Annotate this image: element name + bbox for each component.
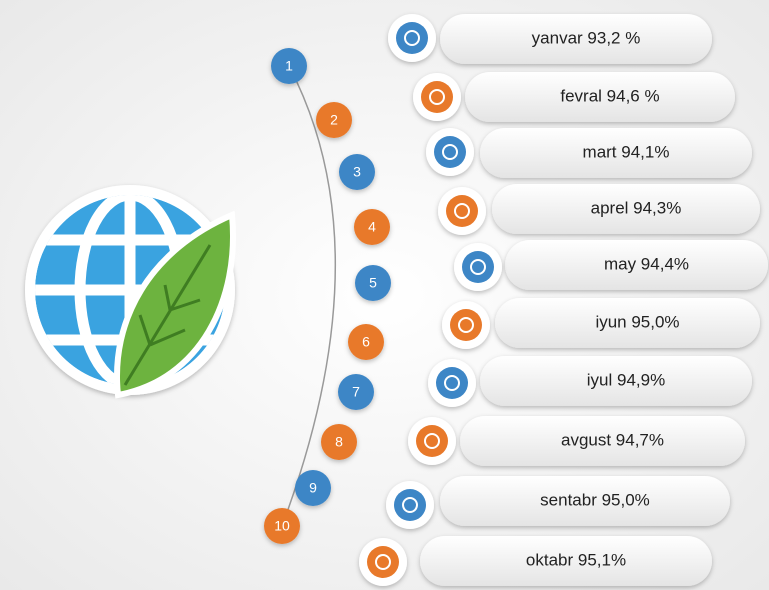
number-dot <box>321 424 357 460</box>
item-label: aprel 94,3% <box>591 198 682 217</box>
icon-glyph <box>470 259 486 275</box>
item-label: oktabr 95,1% <box>526 550 626 569</box>
number: 10 <box>274 518 290 534</box>
label-pill <box>440 14 712 64</box>
number-dot <box>338 374 374 410</box>
icon <box>421 81 453 113</box>
number: 4 <box>368 219 376 235</box>
globe-logo <box>25 185 236 399</box>
icon-glyph <box>424 433 440 449</box>
icon-glyph <box>402 497 418 513</box>
item-label: fevral 94,6 % <box>560 86 659 105</box>
number-dot <box>264 508 300 544</box>
icon <box>416 425 448 457</box>
label-pill <box>505 240 768 290</box>
item-label: avgust 94,7% <box>561 430 664 449</box>
number: 1 <box>285 58 293 74</box>
number: 2 <box>330 112 338 128</box>
icon-glyph <box>454 203 470 219</box>
icon-glyph <box>442 144 458 160</box>
label-pill <box>440 476 730 526</box>
connector-arc <box>281 65 337 527</box>
item-label: iyun 95,0% <box>595 312 679 331</box>
icon-glyph <box>444 375 460 391</box>
icon <box>367 546 399 578</box>
number-dot <box>295 470 331 506</box>
number: 6 <box>362 334 370 350</box>
number: 8 <box>335 434 343 450</box>
icon <box>462 251 494 283</box>
label-pill <box>465 72 735 122</box>
number-dot <box>316 102 352 138</box>
number-dot <box>339 154 375 190</box>
icon-glyph <box>375 554 391 570</box>
item-label: mart 94,1% <box>583 142 670 161</box>
label-pill <box>495 298 760 348</box>
icon-glyph <box>458 317 474 333</box>
number: 5 <box>369 275 377 291</box>
icon-glyph <box>429 89 445 105</box>
items: yanvar 93,2 % 1 fevral 94,6 % 2 mart 94,1% 3 a… <box>264 14 768 586</box>
label-pill <box>460 416 745 466</box>
number: 7 <box>352 384 360 400</box>
number-dot <box>354 209 390 245</box>
label-pill <box>492 184 760 234</box>
number-dot <box>348 324 384 360</box>
item-label: iyul 94,9% <box>587 370 665 389</box>
icon-glyph <box>404 30 420 46</box>
item-label: may 94,4% <box>604 254 689 273</box>
number-dot <box>271 48 307 84</box>
number-dot <box>355 265 391 301</box>
icon <box>446 195 478 227</box>
label-pill <box>480 356 752 406</box>
item-label: yanvar 93,2 % <box>532 28 641 47</box>
icon <box>396 22 428 54</box>
item-label: sentabr 95,0% <box>540 490 650 509</box>
label-pill <box>420 536 712 586</box>
icon <box>436 367 468 399</box>
number: 9 <box>309 480 317 496</box>
label-pill <box>480 128 752 178</box>
icon <box>450 309 482 341</box>
number: 3 <box>353 164 361 180</box>
icon <box>394 489 426 521</box>
icon <box>434 136 466 168</box>
